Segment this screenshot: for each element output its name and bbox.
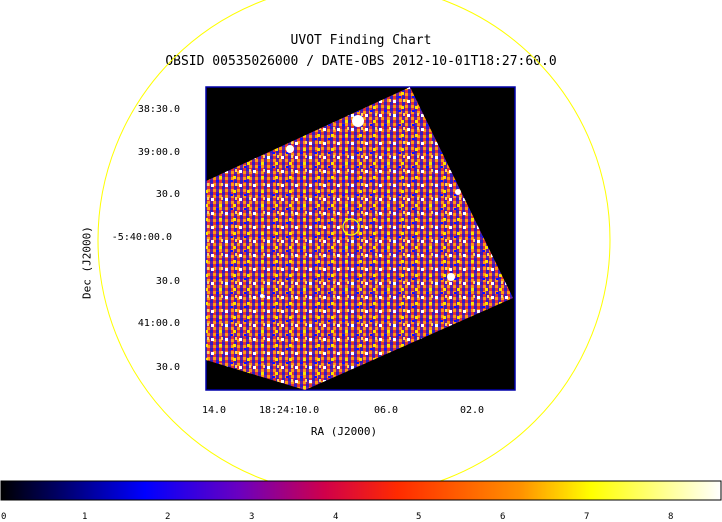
dec-tick-1: 38:30.0 <box>137 104 180 115</box>
dec-tick-3: 30.0 <box>155 189 180 200</box>
colorbar-tick-6: 6 <box>500 512 506 522</box>
source-bright-1 <box>352 115 364 127</box>
target-marker <box>342 218 360 236</box>
x-axis-label: RA (J2000) <box>310 425 378 438</box>
source-bright-4 <box>455 189 461 195</box>
colorbar-tick-0: 0 <box>1 512 7 522</box>
ra-tick-1: 14.0 <box>202 405 227 416</box>
chart-subtitle: OBSID 00535026000 / DATE-OBS 2012-10-01T… <box>165 54 557 69</box>
colorbar <box>0 480 722 501</box>
dec-tick-6: 41:00.0 <box>137 318 180 329</box>
y-axis-label: Dec (J2000) <box>80 226 94 299</box>
colorbar-tick-7: 7 <box>584 512 590 522</box>
dec-tick-5: 30.0 <box>155 276 180 287</box>
colorbar-tick-3: 3 <box>249 512 255 522</box>
source-bright-5 <box>260 294 264 298</box>
dec-tick-4: -5:40:00.0 <box>111 232 172 243</box>
ra-tick-2: 18:24:10.0 <box>259 405 320 416</box>
source-bright-3 <box>447 273 455 281</box>
dec-tick-2: 39:00.0 <box>137 147 180 158</box>
exposure-noise <box>206 87 513 390</box>
colorbar-tick-2: 2 <box>165 512 171 522</box>
colorbar-tick-5: 5 <box>416 512 422 522</box>
colorbar-tick-8: 8 <box>668 512 674 522</box>
colorbar-tick-4: 4 <box>333 512 339 522</box>
source-bright-2 <box>286 145 294 153</box>
ra-tick-4: 02.0 <box>460 405 485 416</box>
colorbar-tick-1: 1 <box>82 512 88 522</box>
dec-tick-7: 30.0 <box>155 362 180 373</box>
chart-title: UVOT Finding Chart <box>290 33 432 48</box>
ra-tick-3: 06.0 <box>374 405 399 416</box>
